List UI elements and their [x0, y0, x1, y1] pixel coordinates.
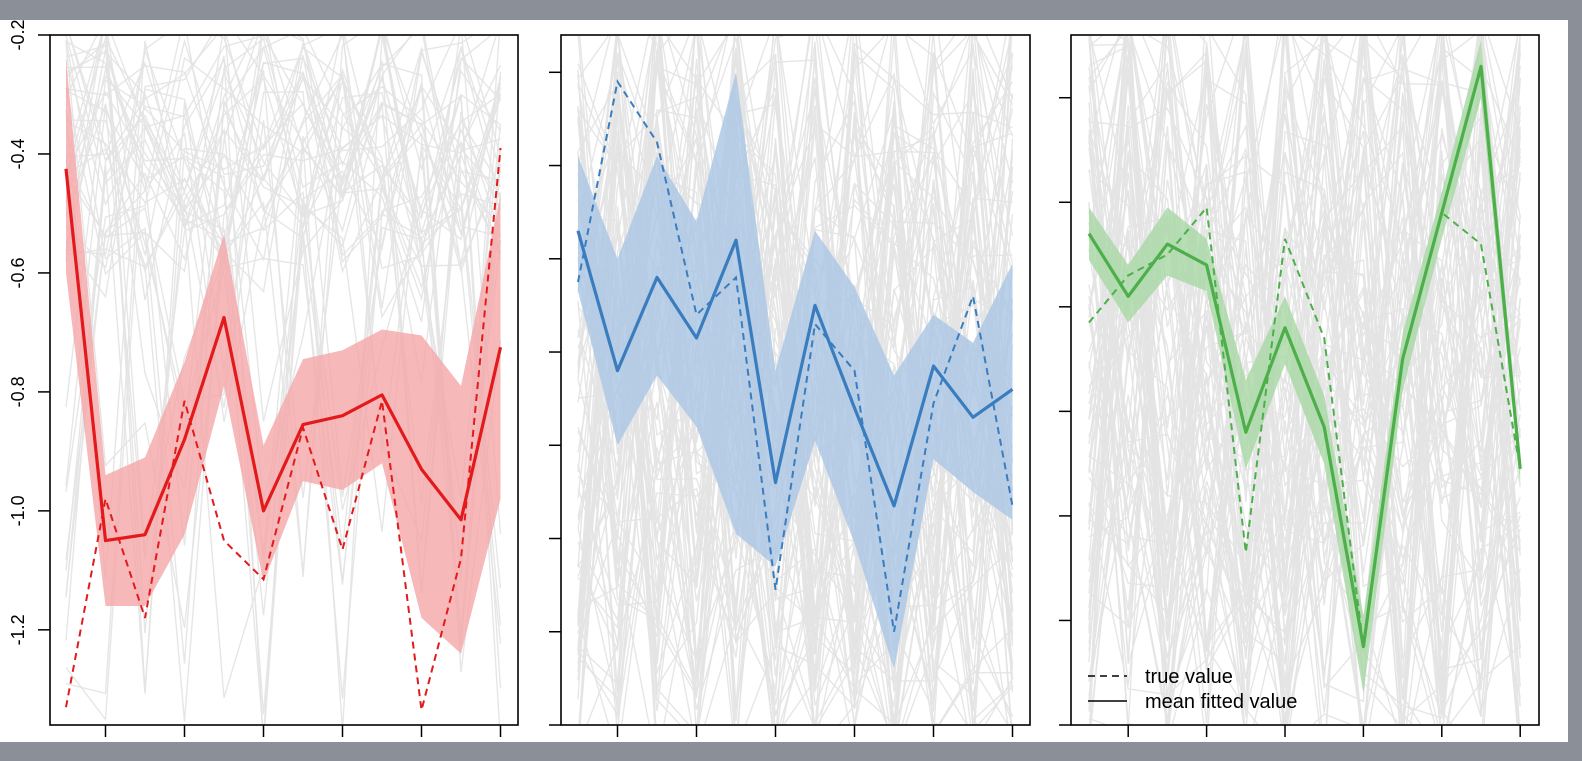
legend: true value mean fitted value — [1088, 666, 1297, 713]
background-line — [1088, 36, 1521, 724]
y-tick-label: -1.0 — [8, 495, 28, 526]
background-line — [65, 36, 502, 565]
mean-fitted-line — [64, 168, 503, 543]
y-tick-label: -0.2 — [8, 19, 28, 50]
background-line — [65, 36, 502, 299]
background-line — [577, 36, 1014, 724]
background-line — [577, 36, 1013, 724]
background-line — [65, 42, 502, 673]
background-line — [1088, 36, 1521, 711]
panel-middle — [549, 34, 1031, 737]
background-line — [577, 91, 1014, 724]
confidence-band — [1089, 40, 1521, 694]
panel-frame — [1070, 34, 1540, 726]
background-line — [1088, 107, 1521, 716]
background-line — [1088, 36, 1521, 724]
background-line — [65, 36, 501, 268]
y-tick-label: -0.6 — [8, 257, 28, 288]
true-value-line — [1088, 205, 1522, 647]
background-line — [578, 57, 1013, 724]
panel-left: -0.2 -0.4 -0.6 -0.8 -1.0 -1.2 — [8, 19, 519, 737]
confidence-band — [578, 72, 1013, 670]
background-line — [1088, 153, 1521, 724]
legend-label: true value — [1145, 666, 1233, 688]
mean-fitted-line — [576, 230, 1014, 508]
panel-frame — [560, 34, 1031, 726]
background-line — [65, 36, 502, 589]
background-line — [1117, 36, 1519, 568]
confidence-band — [66, 58, 501, 654]
background-line — [65, 40, 502, 578]
background-line — [65, 36, 502, 644]
panel-frame — [49, 34, 519, 726]
background-line — [1089, 36, 1521, 724]
background-line — [578, 111, 1014, 724]
background-line — [65, 90, 501, 699]
background-line — [1088, 36, 1521, 724]
background-line — [577, 36, 1014, 698]
true-value-line — [577, 79, 1014, 632]
mean-fitted-line — [1087, 64, 1522, 649]
y-tick-label: -1.2 — [8, 614, 28, 645]
background-line — [69, 36, 502, 267]
true-value-line — [65, 147, 502, 711]
background-line — [1088, 36, 1521, 724]
y-tick-label: -0.4 — [8, 138, 28, 169]
background-line — [65, 69, 502, 598]
background-line — [1088, 50, 1521, 724]
background-line — [1088, 54, 1521, 712]
y-tick-label: -0.8 — [8, 376, 28, 407]
background-line — [577, 36, 1013, 707]
background-line — [69, 36, 502, 573]
background-line — [65, 36, 502, 566]
background-line — [65, 36, 492, 722]
legend-label: mean fitted value — [1145, 691, 1297, 713]
background-line — [577, 36, 1012, 722]
background-line — [65, 42, 502, 262]
background-line — [65, 83, 502, 596]
panel-right — [1059, 34, 1540, 737]
